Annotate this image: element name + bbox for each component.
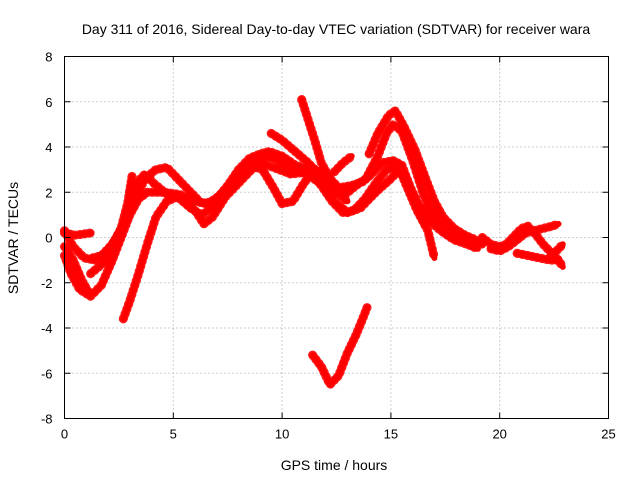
series-markers	[308, 303, 372, 390]
series-pass-g	[266, 128, 341, 197]
series-pass-o	[545, 239, 568, 263]
y-tick-label: 0	[45, 231, 52, 246]
y-tick-label: 6	[45, 95, 52, 110]
x-tick-label: 5	[170, 427, 177, 442]
series-pass-d	[86, 151, 479, 279]
series-markers	[266, 128, 341, 197]
series-markers	[60, 242, 93, 297]
y-axis-label: SDTVAR / TECUs	[5, 182, 21, 294]
x-tick-label: 0	[61, 427, 68, 442]
series-pass-f	[88, 171, 137, 263]
y-tick-label: -8	[41, 412, 53, 427]
x-tick-label: 20	[492, 427, 506, 442]
y-tick-label: -6	[41, 366, 53, 381]
series-markers	[545, 239, 568, 263]
y-tick-label: 8	[45, 50, 52, 65]
series-markers	[118, 119, 479, 324]
y-tick-label: -2	[41, 276, 53, 291]
series-pass-j	[329, 151, 357, 177]
x-tick-label: 15	[384, 427, 398, 442]
y-tick-label: 2	[45, 185, 52, 200]
data-series	[60, 95, 568, 390]
series-pass-i	[308, 303, 372, 390]
series-markers	[86, 151, 479, 279]
series-pass-k	[364, 106, 487, 249]
series-markers	[486, 219, 563, 256]
series-pass-h	[297, 95, 352, 206]
series-markers	[88, 171, 137, 263]
series-pass-e	[118, 119, 479, 324]
series-pass-m	[486, 219, 563, 256]
axis-ticks: 0 5 10 15 20 25 -8 -6 -4 -2 0 2 4 6 8	[41, 50, 616, 442]
x-tick-label: 10	[275, 427, 289, 442]
chart-title: Day 311 of 2016, Sidereal Day-to-day VTE…	[82, 21, 591, 37]
series-pass-p	[60, 242, 93, 297]
y-tick-label: 4	[45, 140, 52, 155]
x-axis-label: GPS time / hours	[281, 457, 388, 473]
series-markers	[329, 151, 357, 177]
y-tick-label: -4	[41, 321, 53, 336]
series-markers	[297, 95, 352, 206]
x-tick-label: 25	[601, 427, 615, 442]
series-markers	[364, 106, 487, 249]
